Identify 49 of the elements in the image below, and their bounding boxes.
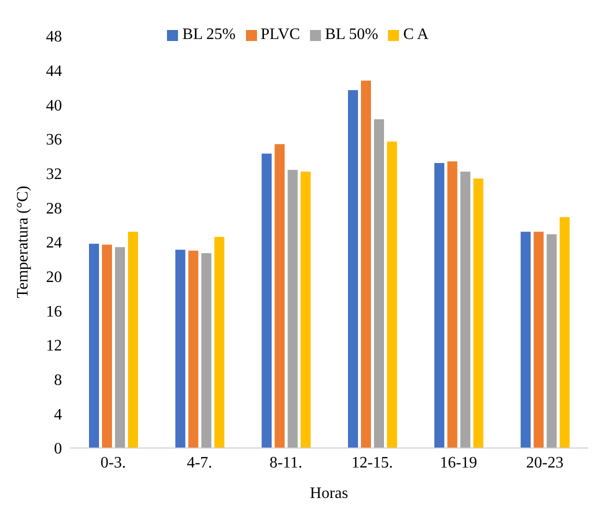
y-axis-title: Temperatura (°C) (14, 186, 32, 298)
bar (128, 232, 138, 448)
x-tick-label: 20-23 (526, 454, 564, 472)
bar (262, 154, 272, 448)
y-tick-label: 28 (46, 200, 62, 218)
bar (274, 144, 285, 448)
legend-label: C A (403, 26, 429, 43)
y-tick-label: 0 (54, 440, 62, 458)
y-tick-label: 32 (46, 166, 62, 184)
y-tick-label: 8 (54, 372, 62, 390)
x-tick-label: 0-3. (100, 454, 126, 472)
bar (560, 217, 570, 448)
y-tick-label: 20 (46, 269, 62, 286)
bar (114, 247, 125, 448)
bar (546, 234, 557, 448)
bar (201, 253, 212, 448)
y-tick-label: 24 (46, 234, 62, 252)
bar (434, 163, 444, 448)
x-tick-label: 8-11. (269, 454, 302, 472)
bar (188, 250, 198, 448)
bar (534, 232, 544, 448)
legend-label: BL 25% (182, 26, 236, 43)
bar (374, 119, 384, 448)
bar (88, 244, 99, 448)
y-tick-label: 16 (46, 303, 62, 320)
y-tick-label: 4 (54, 406, 62, 424)
bar (348, 90, 358, 448)
y-tick-label: 44 (46, 63, 62, 80)
y-tick-label: 36 (46, 132, 62, 149)
bar (520, 232, 531, 448)
x-tick-label: 16-19 (440, 454, 478, 472)
y-tick-label: 40 (46, 97, 62, 114)
bar (473, 178, 484, 448)
y-tick-label: 48 (46, 28, 62, 46)
x-axis-title: Horas (310, 485, 348, 502)
bar (300, 172, 311, 448)
x-tick-label: 4-7. (186, 454, 212, 472)
bar (102, 244, 112, 448)
bar (288, 170, 298, 448)
bar (214, 236, 224, 448)
legend-label: BL 50% (325, 26, 378, 43)
legend-label: PLVC (260, 26, 300, 43)
y-tick-label: 12 (46, 338, 62, 355)
bar (360, 80, 371, 448)
x-tick-label: 12-15. (352, 454, 393, 472)
bar (460, 172, 470, 448)
bar (175, 250, 186, 448)
bar (447, 161, 458, 448)
bar (386, 142, 397, 448)
